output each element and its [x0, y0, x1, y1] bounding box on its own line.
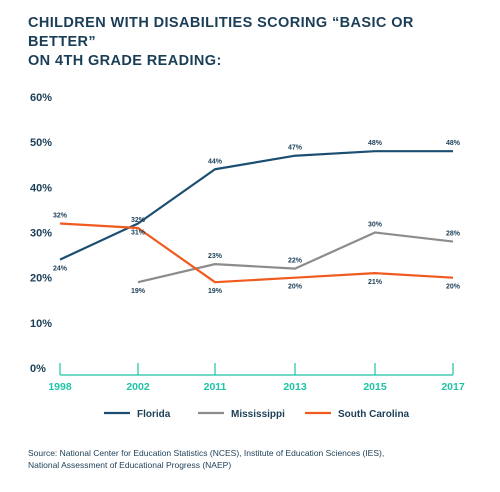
data-label-mississippi: 30%	[368, 222, 383, 229]
series-line-florida	[59, 150, 453, 261]
series-lines	[59, 150, 454, 284]
data-label-florida: 48%	[446, 140, 461, 147]
chart-title-line-1: CHILDREN WITH DISABILITIES SCORING “BASI…	[28, 15, 414, 50]
y-tick-label: 0%	[30, 363, 46, 375]
x-tick-label: 2017	[441, 381, 465, 393]
y-tick-label: 40%	[30, 182, 52, 194]
data-label-mississippi: 19%	[131, 288, 146, 295]
x-tick-label: 2002	[126, 381, 150, 393]
x-tick-label: 2015	[363, 381, 387, 393]
source-line-1: Source: National Center for Education St…	[28, 448, 385, 458]
x-tick-label: 2013	[283, 381, 307, 393]
data-label-south-carolina: 32%	[53, 212, 68, 219]
data-label-florida: 24%	[53, 266, 68, 273]
y-tick-label: 30%	[30, 228, 52, 240]
source-line-2: National Assessment of Educational Progr…	[28, 459, 232, 470]
data-label-south-carolina: 32%	[131, 217, 146, 224]
data-label-florida: 31%	[131, 229, 146, 236]
source-note: Source: National Center for Education St…	[28, 448, 478, 471]
y-tick-label: 50%	[30, 137, 52, 149]
chart-title: CHILDREN WITH DISABILITIES SCORING “BASI…	[28, 14, 478, 71]
y-tick-label: 60%	[30, 92, 52, 104]
y-tick-label: 10%	[30, 318, 52, 330]
data-label-south-carolina: 21%	[368, 279, 383, 286]
data-label-florida: 48%	[368, 140, 383, 147]
legend: Florida Mississippi South Carolina	[104, 409, 410, 420]
data-label-mississippi: 28%	[446, 231, 461, 238]
data-label-florida: 44%	[208, 158, 223, 165]
x-axis: 1998 2002 2011 2013 2015 2017	[48, 363, 465, 393]
line-chart: 0% 10% 20% 30% 40% 50% 60% 1998 2002 2011 2013 201…	[30, 92, 465, 420]
data-label-south-carolina: 20%	[288, 284, 303, 291]
data-label-mississippi: 23%	[208, 253, 223, 260]
x-tick-label: 1998	[48, 381, 72, 393]
data-label-south-carolina: 19%	[208, 288, 223, 295]
y-axis: 0% 10% 20% 30% 40% 50% 60%	[30, 92, 52, 375]
legend-label-florida: Florida	[137, 409, 171, 420]
series-line-mississippi	[137, 231, 454, 284]
chart-title-line-2: ON 4TH GRADE READING:	[28, 53, 222, 69]
data-labels: 24% 31% 44% 47% 48% 48% 19% 23% 22% 30% 28% 32% 32% 1…	[53, 140, 461, 295]
x-tick-label: 2011	[204, 381, 227, 393]
data-label-mississippi: 22%	[288, 258, 303, 265]
legend-label-mississippi: Mississippi	[231, 409, 285, 420]
y-tick-label: 20%	[30, 273, 52, 285]
legend-label-south-carolina: South Carolina	[338, 409, 410, 420]
data-label-florida: 47%	[288, 145, 303, 152]
data-label-south-carolina: 20%	[446, 284, 461, 291]
series-line-south-carolina	[59, 222, 454, 284]
